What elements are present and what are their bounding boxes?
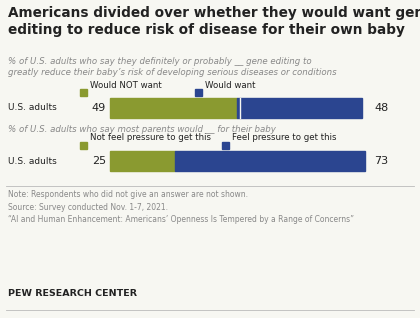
Bar bbox=[175, 151, 365, 171]
Text: 49: 49 bbox=[92, 103, 106, 113]
Bar bbox=[237, 98, 362, 118]
Bar bbox=[222, 142, 229, 149]
Bar bbox=[80, 142, 87, 149]
Text: 25: 25 bbox=[92, 156, 106, 166]
Text: Feel pressure to get this: Feel pressure to get this bbox=[232, 134, 336, 142]
Text: 48: 48 bbox=[374, 103, 388, 113]
Text: 73: 73 bbox=[374, 156, 388, 166]
Text: Would NOT want: Would NOT want bbox=[90, 80, 162, 89]
Bar bbox=[195, 89, 202, 96]
Text: Note: Respondents who did not give an answer are not shown.
Source: Survey condu: Note: Respondents who did not give an an… bbox=[8, 190, 354, 224]
Text: U.S. adults: U.S. adults bbox=[8, 103, 57, 113]
Bar bbox=[80, 89, 87, 96]
Bar bbox=[110, 151, 175, 171]
Text: Americans divided over whether they would want gene
editing to reduce risk of di: Americans divided over whether they woul… bbox=[8, 6, 420, 37]
Text: % of U.S. adults who say most parents would __ for their baby: % of U.S. adults who say most parents wo… bbox=[8, 125, 276, 134]
Bar bbox=[110, 98, 237, 118]
Text: PEW RESEARCH CENTER: PEW RESEARCH CENTER bbox=[8, 289, 137, 298]
Text: Would want: Would want bbox=[205, 80, 255, 89]
Text: % of U.S. adults who say they definitely or probably __ gene editing to
greatly : % of U.S. adults who say they definitely… bbox=[8, 57, 336, 78]
Text: Not feel pressure to get this: Not feel pressure to get this bbox=[90, 134, 211, 142]
Text: U.S. adults: U.S. adults bbox=[8, 156, 57, 165]
